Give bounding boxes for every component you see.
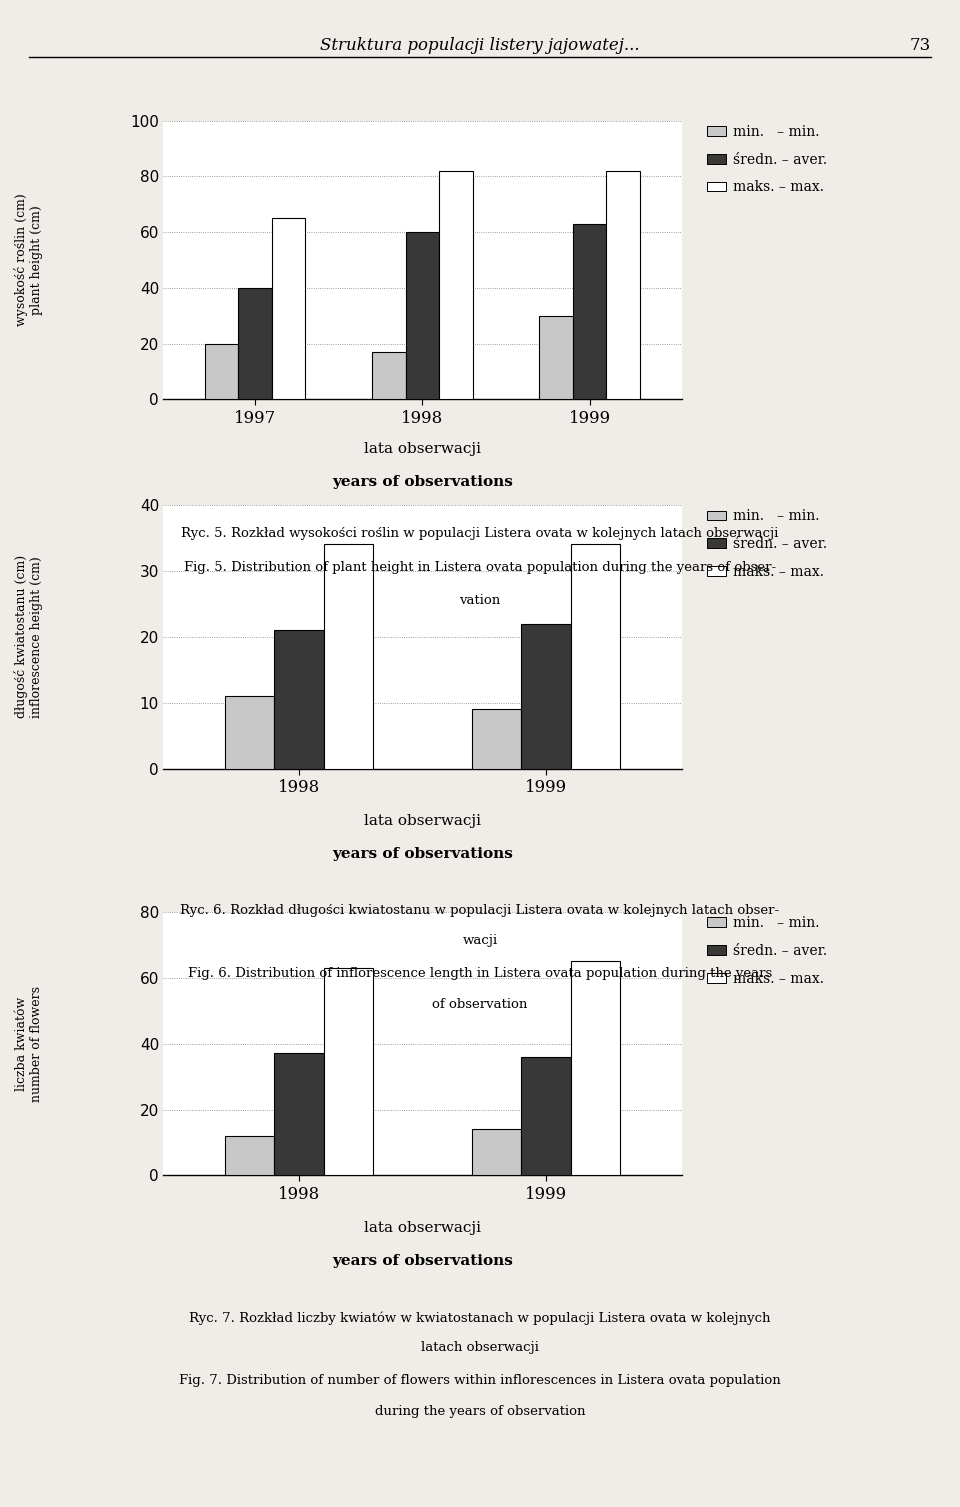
Bar: [570, 544, 620, 769]
Bar: [521, 624, 570, 769]
Text: during the years of observation: during the years of observation: [374, 1405, 586, 1418]
Bar: [238, 288, 272, 399]
Bar: [607, 170, 639, 399]
Text: of observation: of observation: [432, 998, 528, 1011]
Bar: [275, 1053, 324, 1175]
Bar: [471, 1129, 521, 1175]
Text: liczba kwiatów
number of flowers: liczba kwiatów number of flowers: [14, 986, 43, 1102]
Bar: [372, 353, 406, 399]
Text: wacji: wacji: [463, 934, 497, 948]
Text: 73: 73: [910, 36, 931, 54]
Legend: min.   – min., średn. – aver., maks. – max.: min. – min., średn. – aver., maks. – max…: [704, 506, 830, 582]
Legend: min.   – min., średn. – aver., maks. – max.: min. – min., średn. – aver., maks. – max…: [704, 122, 830, 197]
Text: wysokość roślin (cm)
plant height (cm): wysokość roślin (cm) plant height (cm): [14, 193, 43, 327]
Text: latach obserwacji: latach obserwacji: [421, 1341, 539, 1355]
Bar: [406, 232, 439, 399]
Bar: [540, 316, 573, 399]
Text: vation: vation: [460, 594, 500, 607]
Text: Fig. 7. Distribution of number of flowers within inflorescences in Listera ovata: Fig. 7. Distribution of number of flower…: [180, 1374, 780, 1388]
Text: Fig. 5. Distribution of plant height in Listera ovata population during the year: Fig. 5. Distribution of plant height in …: [184, 561, 776, 574]
Bar: [324, 967, 373, 1175]
Bar: [205, 344, 238, 399]
Bar: [275, 630, 324, 769]
Bar: [521, 1056, 570, 1175]
Bar: [439, 170, 472, 399]
Bar: [324, 544, 373, 769]
Bar: [225, 1136, 275, 1175]
Text: Ryc. 7. Rozkład liczby kwiatów w kwiatostanach w populacji Listera ovata w kolej: Ryc. 7. Rozkład liczby kwiatów w kwiatos…: [189, 1311, 771, 1325]
Bar: [570, 961, 620, 1175]
Text: długość kwiatostanu (cm)
inflorescence height (cm): długość kwiatostanu (cm) inflorescence h…: [14, 555, 43, 719]
Text: Fig. 6. Distribution of inflorescence length in Listera ovata population during : Fig. 6. Distribution of inflorescence le…: [188, 967, 772, 981]
Bar: [225, 696, 275, 769]
Bar: [272, 219, 305, 399]
Text: years of observations: years of observations: [332, 475, 513, 488]
Text: years of observations: years of observations: [332, 1254, 513, 1267]
Text: lata obserwacji: lata obserwacji: [364, 814, 481, 827]
Legend: min.   – min., średn. – aver., maks. – max.: min. – min., średn. – aver., maks. – max…: [704, 913, 830, 989]
Text: Ryc. 5. Rozkład wysokości roślin w populacji Listera ovata w kolejnych latach ob: Ryc. 5. Rozkład wysokości roślin w popul…: [181, 527, 779, 541]
Text: years of observations: years of observations: [332, 847, 513, 860]
Text: lata obserwacji: lata obserwacji: [364, 1221, 481, 1234]
Bar: [573, 223, 607, 399]
Text: Ryc. 6. Rozkład długości kwiatostanu w populacji Listera ovata w kolejnych latac: Ryc. 6. Rozkład długości kwiatostanu w p…: [180, 904, 780, 918]
Bar: [471, 710, 521, 769]
Text: lata obserwacji: lata obserwacji: [364, 442, 481, 455]
Text: Struktura populacji listery jajowatej...: Struktura populacji listery jajowatej...: [321, 36, 639, 54]
